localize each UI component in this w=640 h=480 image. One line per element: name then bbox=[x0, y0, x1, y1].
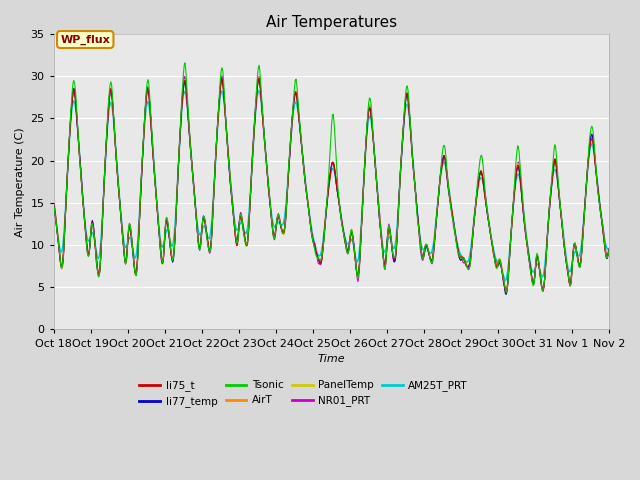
Legend: li75_t, li77_temp, Tsonic, AirT, PanelTemp, NR01_PRT, AM25T_PRT: li75_t, li77_temp, Tsonic, AirT, PanelTe… bbox=[135, 376, 472, 411]
Y-axis label: Air Temperature (C): Air Temperature (C) bbox=[15, 127, 25, 237]
Text: WP_flux: WP_flux bbox=[60, 35, 110, 45]
Title: Air Temperatures: Air Temperatures bbox=[266, 15, 397, 30]
X-axis label: Time: Time bbox=[317, 354, 345, 364]
